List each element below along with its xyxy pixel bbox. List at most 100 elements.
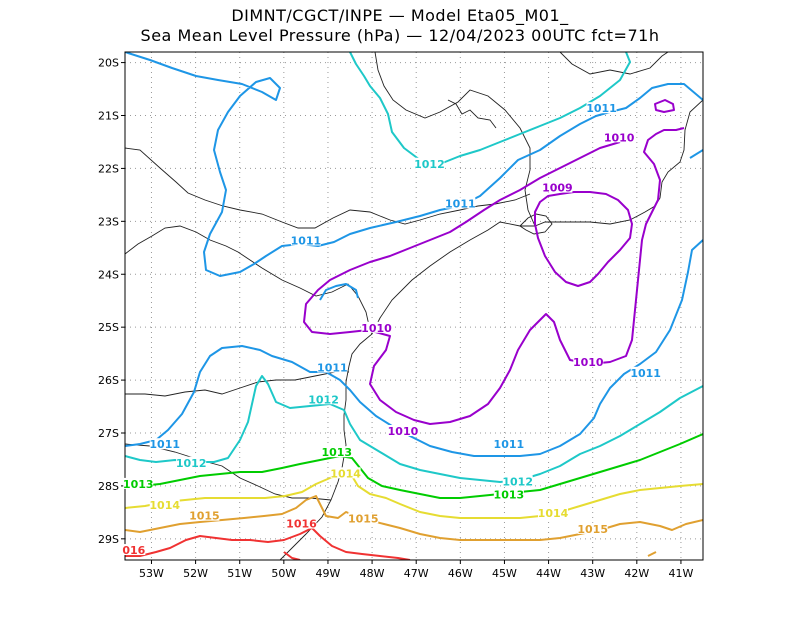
lon-tick-label: 43W (580, 567, 605, 580)
rio-coast-detail (519, 213, 553, 235)
contour-label-bg (149, 499, 180, 511)
state-border-pr-sc (125, 371, 349, 397)
contour-label-1016: 1016 (286, 518, 317, 531)
contour-labels: 1009 1010 1010 1010 1010 1011 1011 1011 1011 1011… (122, 102, 661, 557)
lon-tick-label: 47W (404, 567, 429, 580)
contour-label-1012: 1012 (414, 158, 445, 171)
contour-1014 (125, 473, 703, 519)
contour-label-1013: 1013 (321, 446, 352, 459)
contour-1016 (125, 527, 411, 560)
lon-tick-label: 42W (624, 567, 649, 580)
contour-label-1015: 1015 (577, 523, 608, 536)
contour-label-bg (321, 446, 352, 458)
contour-label-1015: 1015 (189, 510, 220, 523)
contour-label-bg (361, 321, 392, 333)
contour-label-1010: 1010 (573, 356, 604, 369)
reservoir (447, 99, 497, 129)
lon-tick-label: 53W (139, 567, 164, 580)
contour-label-bg (630, 366, 661, 378)
contour-label-bg (317, 361, 348, 373)
contour-label-bg (414, 157, 445, 169)
contour-label-1014: 1014 (538, 507, 569, 520)
lon-tick-label: 48W (360, 567, 385, 580)
contour-label-bg (502, 475, 533, 487)
state-border-sc-rs (125, 443, 332, 501)
contour-label-bg (189, 509, 220, 521)
grid-lines (125, 52, 703, 560)
contour-label-bg (123, 477, 154, 489)
plot-frame (124, 51, 704, 561)
chart-title-line1: DIMNT/CGCT/INPE — Model Eta05_M01_ (231, 6, 569, 25)
lon-tick-label: 44W (536, 567, 561, 580)
lat-tick-label: 22S (98, 162, 119, 175)
contour-label-bg (542, 181, 573, 193)
contour-label-bg (493, 488, 524, 500)
lon-tick-label: 52W (183, 567, 208, 580)
contour-label-1010: 1010 (361, 322, 392, 335)
contour-label-016: 016 (122, 544, 145, 557)
contour-label-1011: 1011 (149, 438, 180, 451)
contour-label-bg (387, 425, 418, 436)
contour-label-1012: 1012 (308, 393, 339, 406)
contour-label-bg (577, 522, 608, 534)
contour-label-1009: 1009 (542, 182, 573, 195)
state-border-mg (374, 52, 536, 227)
contour-1009 (534, 191, 633, 287)
contour-label-bg (586, 102, 617, 114)
state-border-sp-pr (261, 267, 373, 335)
state-border-east (559, 52, 669, 75)
lat-tick-label: 28S (98, 480, 119, 493)
coastline-and-borders (125, 52, 703, 560)
contour-1013 (125, 433, 703, 499)
contour-1010 (303, 127, 685, 425)
contour-label-bg (573, 356, 604, 368)
lat-tick-label: 27S (98, 427, 119, 440)
lat-tick-label: 21S (98, 110, 119, 123)
contour-label-1011: 1011 (586, 102, 617, 115)
contour-label-bg (493, 438, 524, 450)
contour-label-1014: 1014 (149, 499, 180, 512)
axis-ticks: 20S 21S 22S 23S 24S 25S 26S 27S 28S 29S 53W 52W 51W 5… (98, 57, 693, 580)
contour-label-bg (308, 393, 339, 405)
lat-tick-label: 20S (98, 57, 119, 70)
lat-tick-label: 25S (98, 321, 119, 334)
lat-tick-label: 24S (98, 268, 119, 281)
contour-label-1010: 1010 (388, 425, 419, 438)
lon-tick-label: 46W (448, 567, 473, 580)
contour-label-1011: 1011 (291, 235, 322, 248)
lat-tick-label: 23S (98, 215, 119, 228)
chart-title-line2: Sea Mean Level Pressure (hPa) — 12/04/20… (140, 26, 660, 45)
contour-label-1011: 1011 (317, 362, 348, 375)
lon-tick-label: 45W (492, 567, 517, 580)
contour-label-1013: 1013 (123, 478, 154, 491)
contour-label-bg (149, 438, 180, 450)
contour-1012 (125, 52, 703, 483)
contour-label-bg (122, 544, 146, 556)
lat-tick-label: 29S (98, 533, 119, 546)
lon-tick-label: 41W (669, 567, 694, 580)
contour-label-1011: 1011 (445, 197, 476, 210)
contour-label-bg (537, 507, 568, 519)
lat-tick-label: 26S (98, 374, 119, 387)
contour-label-1010: 1010 (604, 131, 635, 144)
state-border-north (125, 147, 531, 229)
contour-label-bg (604, 131, 635, 143)
contour-label-1011: 1011 (494, 438, 525, 451)
contour-1016-fragment (283, 551, 301, 560)
contour-1011 (125, 52, 703, 457)
contour-1010-small (654, 99, 675, 113)
contour-label-bg (330, 467, 361, 479)
contour-label-1011: 1011 (630, 367, 661, 380)
contour-label-bg (348, 512, 379, 524)
contour-label-1013: 1013 (494, 489, 525, 502)
contour-label-bg (176, 456, 207, 468)
lon-tick-label: 51W (227, 567, 252, 580)
contour-label-1014: 1014 (330, 467, 361, 480)
contour-label-1012: 1012 (176, 457, 207, 470)
contour-label-1012: 1012 (502, 475, 533, 488)
contour-label-bg (290, 234, 321, 246)
state-border-west (125, 225, 263, 269)
contour-label-bg (445, 197, 476, 209)
contour-label-1015: 1015 (348, 512, 379, 525)
